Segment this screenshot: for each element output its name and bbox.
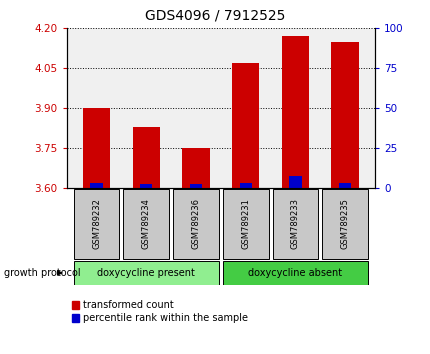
Text: GSM789235: GSM789235 [340,199,349,249]
Bar [289,177,301,188]
FancyBboxPatch shape [222,189,268,259]
Text: GSM789233: GSM789233 [290,198,299,250]
Bar [331,42,358,188]
FancyBboxPatch shape [272,189,318,259]
Text: doxycycline present: doxycycline present [97,268,195,278]
Bar [140,184,152,188]
Text: GDS4096 / 7912525: GDS4096 / 7912525 [145,9,285,23]
Bar [231,63,259,188]
FancyBboxPatch shape [322,189,367,259]
Text: GSM789234: GSM789234 [141,199,150,249]
Bar [281,36,308,188]
Bar [90,183,102,188]
FancyBboxPatch shape [74,189,119,259]
Text: doxycycline absent: doxycycline absent [248,268,342,278]
Bar [83,108,110,188]
FancyBboxPatch shape [173,189,218,259]
Bar [338,183,350,188]
Bar [182,148,209,188]
Legend: transformed count, percentile rank within the sample: transformed count, percentile rank withi… [71,301,248,323]
Text: GSM789232: GSM789232 [92,199,101,249]
Bar [239,183,251,188]
Text: GSM789231: GSM789231 [241,199,250,249]
Text: growth protocol: growth protocol [4,268,81,278]
Bar [132,127,160,188]
FancyBboxPatch shape [123,189,169,259]
FancyBboxPatch shape [74,261,218,285]
Bar [190,184,202,188]
Text: GSM789236: GSM789236 [191,198,200,250]
FancyBboxPatch shape [222,261,367,285]
